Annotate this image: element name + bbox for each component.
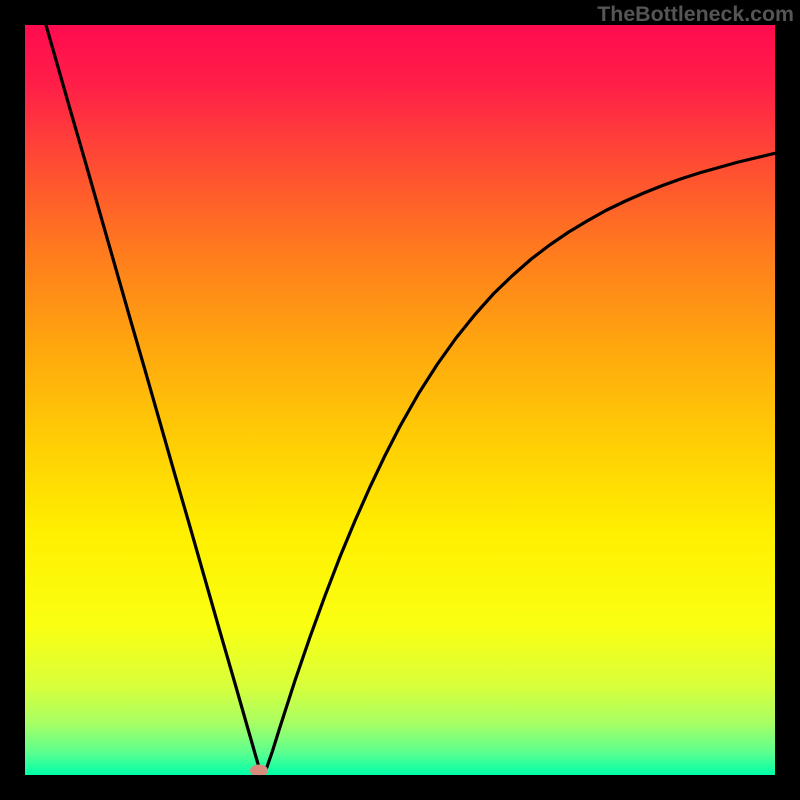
chart-frame: TheBottleneck.com bbox=[0, 0, 800, 800]
bottleneck-curve bbox=[46, 25, 775, 775]
watermark-text: TheBottleneck.com bbox=[597, 2, 794, 27]
plot-area bbox=[25, 25, 775, 775]
minimum-marker bbox=[250, 765, 268, 776]
curve-layer bbox=[25, 25, 775, 775]
